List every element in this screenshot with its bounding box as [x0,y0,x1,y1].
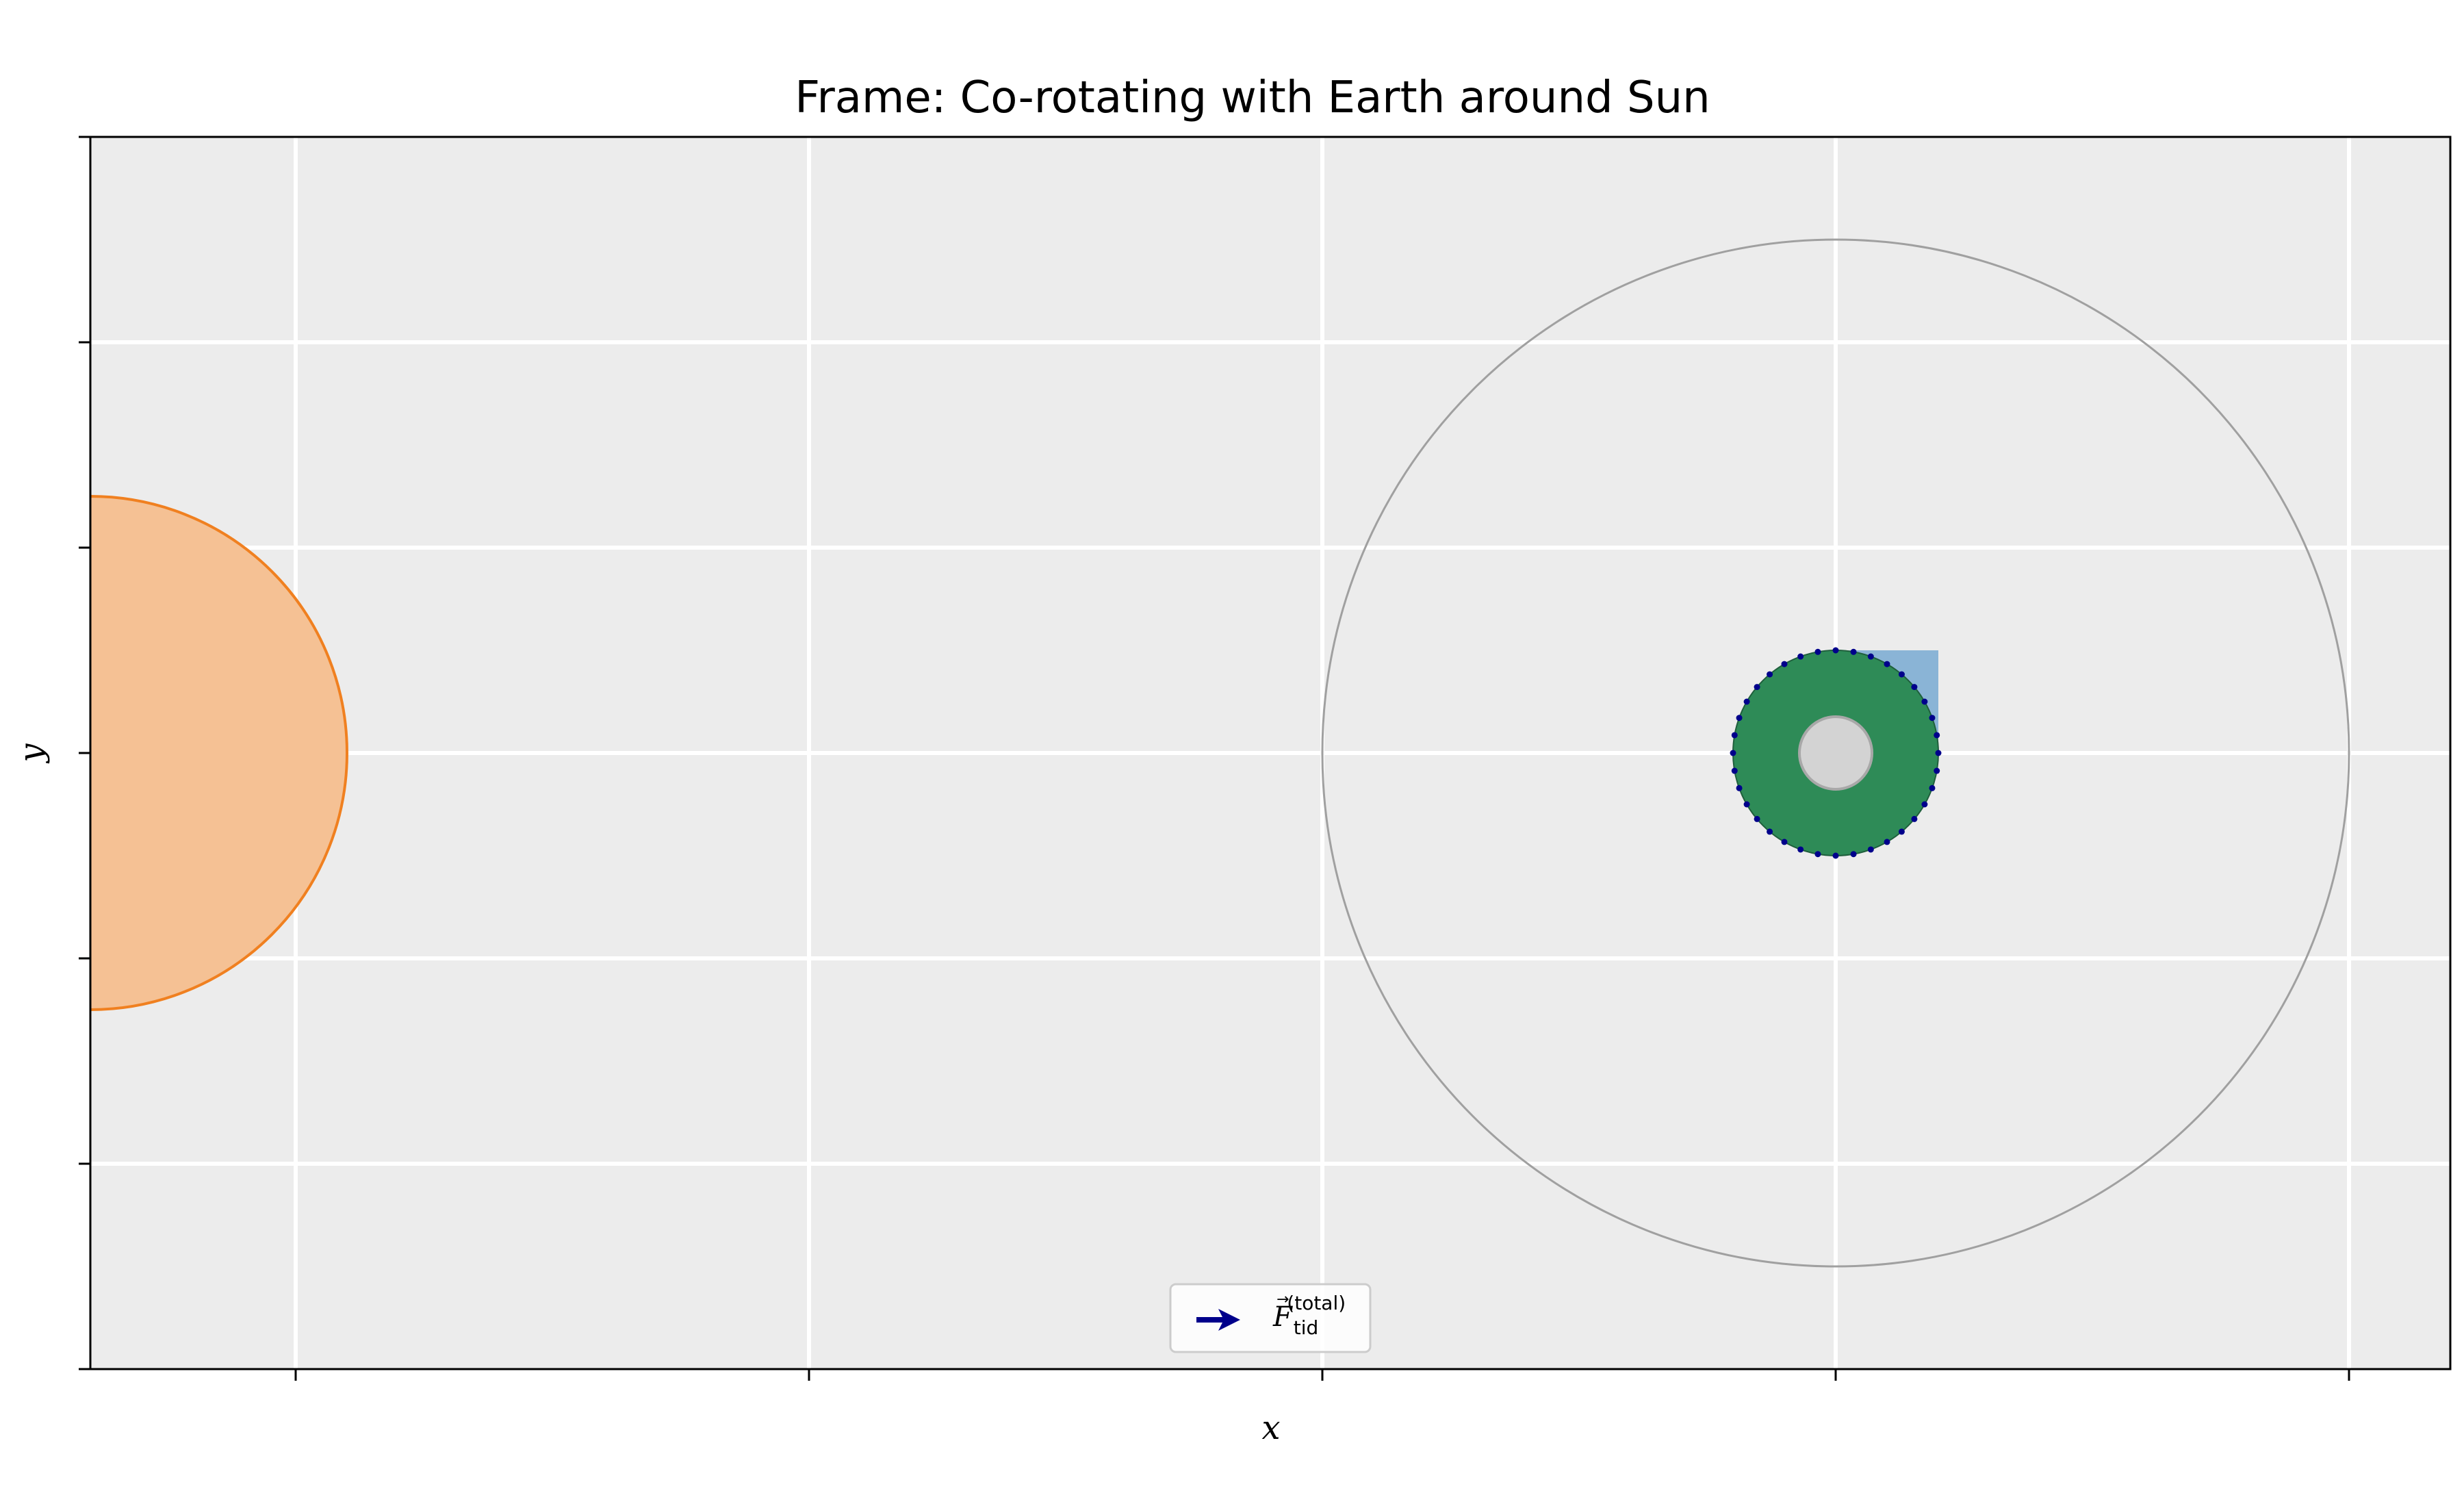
ticks [79,136,2350,1381]
legend-symbol: F [1272,1301,1293,1333]
legend-box [1169,1283,1372,1353]
surface-point [1781,839,1788,845]
ocean-patch [1836,650,1938,753]
surface-point [1797,653,1804,660]
diagram-objects [90,238,2350,1268]
surface-point [1929,715,1936,722]
surface-point [1921,801,1928,808]
surface-point [1929,784,1936,791]
surface-point [1911,815,1918,822]
surface-point [1832,852,1839,859]
surface-point [1850,851,1857,858]
surface-point [1730,750,1736,756]
legend-superscript: (total) [1287,1292,1346,1314]
surface-point [1814,648,1821,655]
plot-area: Ftid(total) → [79,136,2452,1381]
chart-title: Frame: Co-rotating with Earth around Sun [795,73,1710,123]
surface-point [1898,671,1905,678]
earth-core [1798,715,1873,791]
legend: Ftid(total) → [1169,1283,1372,1353]
surface-point [1934,767,1940,774]
surface-point [1934,732,1940,739]
surface-point [1884,839,1890,845]
x-axis-label: x [1261,1409,1280,1447]
surface-point [1731,767,1738,774]
surface-point [1767,671,1773,678]
legend-label: Ftid(total) [1272,1292,1346,1339]
surface-points [1730,647,1942,859]
surface-point [1850,648,1857,655]
surface-point [1743,801,1750,808]
surface-point [1736,715,1743,722]
surface-point [1767,828,1773,835]
surface-point [1754,684,1760,691]
surface-point [1814,851,1821,858]
legend-arrow-icon [1196,1309,1240,1331]
sun [90,495,348,1011]
surface-point [1754,815,1760,822]
surface-point [1884,661,1890,667]
surface-point [1867,846,1874,853]
surface-point [1911,684,1918,691]
y-axis-label: y [12,743,51,764]
surface-point [1898,828,1905,835]
surface-point [1781,661,1788,667]
surface-point [1736,784,1743,791]
surface-point [1921,698,1928,705]
surface-point [1867,653,1874,660]
moon-orbit [1321,238,2350,1268]
surface-point [1797,846,1804,853]
surface-point [1935,750,1942,756]
surface-point [1743,698,1750,705]
surface-point [1832,647,1839,654]
legend-vector-arrow: → [1276,1291,1289,1308]
legend-subscript: tid [1294,1316,1319,1339]
surface-point [1731,732,1738,739]
